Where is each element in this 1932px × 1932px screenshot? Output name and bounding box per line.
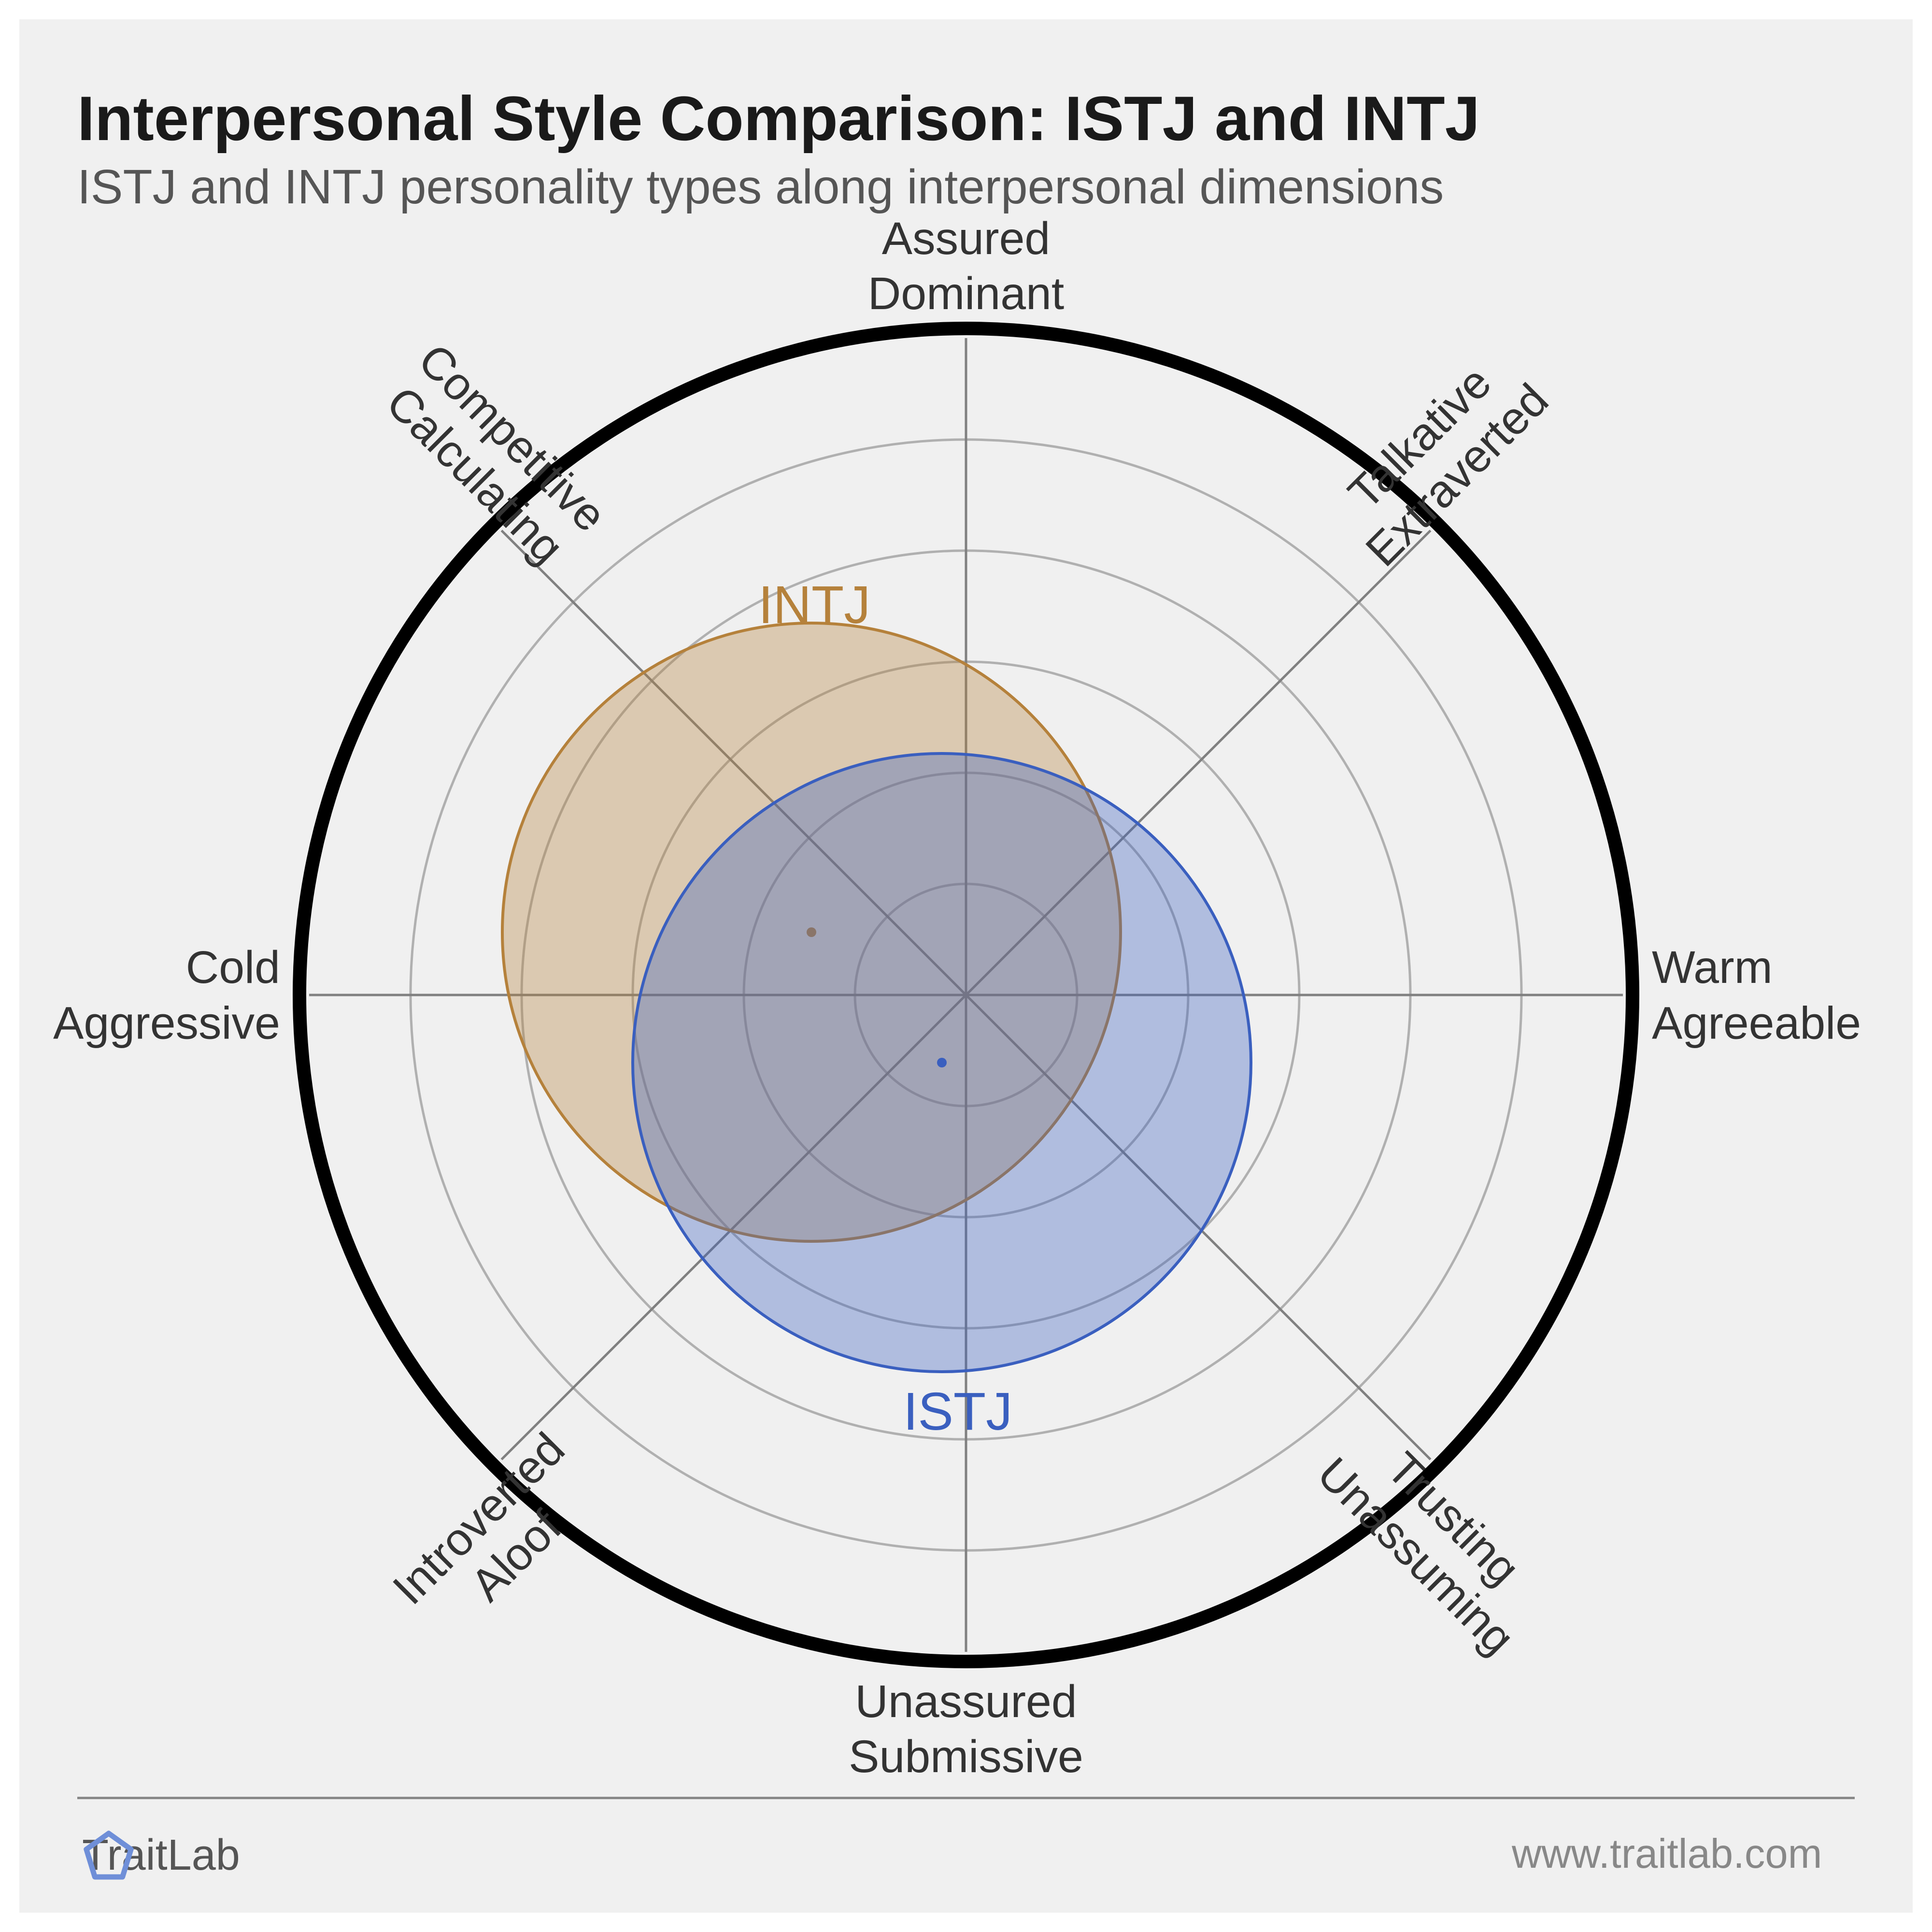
footer-url: www.traitlab.com	[1512, 1831, 1822, 1878]
series-label-istj: ISTJ	[903, 1382, 1012, 1441]
series-center-istj	[937, 1058, 947, 1067]
circumplex-chart: DominantAssuredExtravertedTalkativeWarmA…	[0, 0, 1932, 1932]
axis-label: Aggressive	[53, 997, 280, 1049]
axis-label: Cold	[186, 942, 280, 993]
series-label-intj: INTJ	[758, 575, 870, 635]
axis-label: Unassured	[855, 1676, 1077, 1727]
footer-brand: TraitLab	[82, 1831, 240, 1880]
axis-label: Assured	[882, 213, 1051, 264]
axis-label: Agreeable	[1652, 997, 1861, 1049]
traitlab-logo-icon	[82, 1829, 135, 1882]
axis-label: Warm	[1652, 942, 1773, 993]
footer-divider	[77, 1797, 1855, 1799]
axis-label: Dominant	[868, 268, 1065, 319]
axis-label: Submissive	[849, 1731, 1083, 1782]
